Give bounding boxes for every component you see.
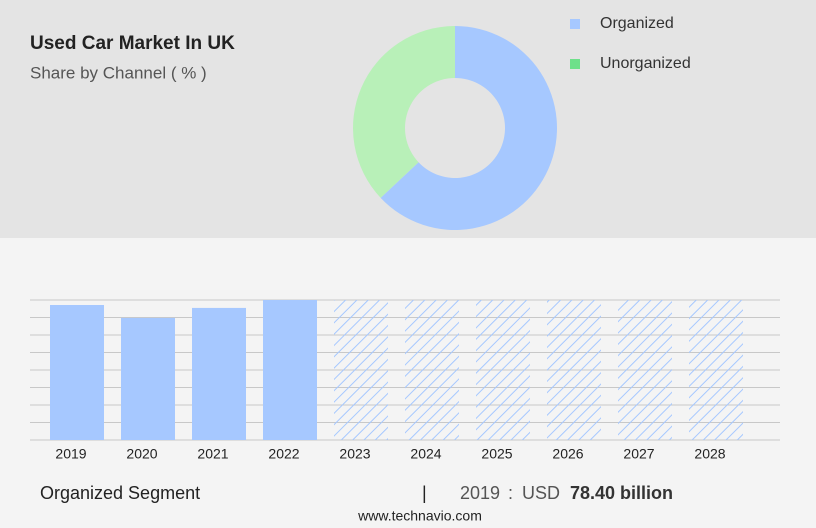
footer-amount: 78.40 billion [570, 483, 673, 503]
footer-label: Organized Segment [40, 483, 200, 503]
footer-currency: USD [522, 483, 560, 503]
forecast-bar [618, 300, 672, 440]
x-tick-label: 2027 [623, 446, 654, 462]
legend-marker [570, 59, 580, 69]
footer-divider: | [422, 483, 427, 503]
chart-title: Used Car Market In UK [30, 33, 235, 54]
forecast-bar [476, 300, 530, 440]
x-tick-label: 2021 [197, 446, 228, 462]
bar [121, 317, 175, 440]
x-tick-label: 2028 [694, 446, 725, 462]
legend-label: Organized [600, 15, 674, 32]
x-tick-label: 2024 [410, 446, 441, 462]
footer-separator: : [508, 483, 513, 503]
forecast-bar [334, 300, 388, 440]
x-tick-label: 2023 [339, 446, 370, 462]
x-tick-label: 2025 [481, 446, 512, 462]
x-tick-label: 2019 [55, 446, 86, 462]
forecast-bar [547, 300, 601, 440]
bar [192, 307, 246, 440]
legend-marker [570, 19, 580, 29]
donut-slice [353, 26, 455, 198]
x-tick-label: 2026 [552, 446, 583, 462]
source: www.technavio.com [357, 508, 482, 524]
forecast-bar [405, 300, 459, 440]
forecast-bar [689, 300, 743, 440]
x-tick-label: 2022 [268, 446, 299, 462]
legend-label: Unorganized [600, 55, 691, 72]
chart-subtitle: Share by Channel ( % ) [30, 63, 207, 82]
bar [263, 300, 317, 440]
x-tick-label: 2020 [126, 446, 157, 462]
footer-year: 2019 [460, 483, 500, 503]
bar [50, 304, 104, 440]
donut-slice [380, 26, 557, 230]
